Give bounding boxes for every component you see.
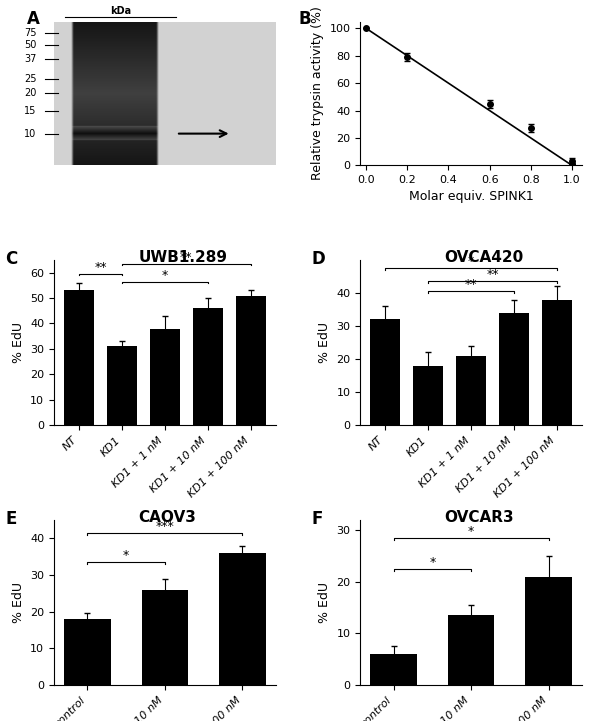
Text: OVCA420: OVCA420 [445, 250, 524, 265]
Bar [456, 355, 486, 425]
Text: UWB1.289: UWB1.289 [139, 250, 227, 265]
Text: F: F [311, 510, 323, 528]
Text: 20: 20 [24, 89, 36, 99]
Text: C: C [5, 250, 17, 268]
Y-axis label: % EdU: % EdU [318, 322, 331, 363]
Bar [370, 654, 417, 685]
Text: 75: 75 [24, 28, 36, 38]
Bar [64, 619, 110, 685]
Bar [542, 300, 572, 425]
Bar [150, 329, 180, 425]
Text: **: ** [94, 261, 107, 274]
Text: 10: 10 [24, 128, 36, 138]
Text: E: E [5, 510, 17, 528]
Y-axis label: % EdU: % EdU [11, 322, 25, 363]
Bar [448, 615, 494, 685]
Text: A: A [28, 10, 40, 28]
Bar [413, 366, 443, 425]
Bar [142, 590, 188, 685]
Y-axis label: Relative trypsin activity (%): Relative trypsin activity (%) [311, 6, 324, 180]
Text: *: * [123, 549, 129, 562]
Text: *: * [162, 268, 168, 282]
Bar [64, 291, 94, 425]
Bar [219, 553, 266, 685]
Bar [499, 313, 529, 425]
Text: 50: 50 [24, 40, 36, 50]
Y-axis label: % EdU: % EdU [318, 582, 331, 623]
Y-axis label: % EdU: % EdU [11, 582, 25, 623]
X-axis label: Molar equiv. SPINK1: Molar equiv. SPINK1 [409, 190, 533, 203]
Text: *: * [429, 556, 436, 569]
Text: *: * [468, 255, 474, 268]
Text: *: * [468, 525, 474, 538]
Text: B: B [298, 10, 311, 28]
Text: OVCAR3: OVCAR3 [445, 510, 514, 525]
Text: kDa: kDa [110, 6, 131, 16]
Bar [107, 346, 137, 425]
Text: D: D [311, 250, 325, 268]
Text: 37: 37 [24, 54, 36, 64]
Text: CAOV3: CAOV3 [139, 510, 196, 525]
Bar [236, 296, 266, 425]
Text: **: ** [465, 278, 478, 291]
Text: **: ** [180, 251, 193, 264]
Text: ***: *** [155, 520, 174, 533]
Text: 15: 15 [24, 106, 36, 115]
Text: 25: 25 [24, 74, 36, 84]
Text: **: ** [486, 268, 499, 281]
Bar [193, 309, 223, 425]
Bar [370, 319, 400, 425]
Bar [526, 577, 572, 685]
